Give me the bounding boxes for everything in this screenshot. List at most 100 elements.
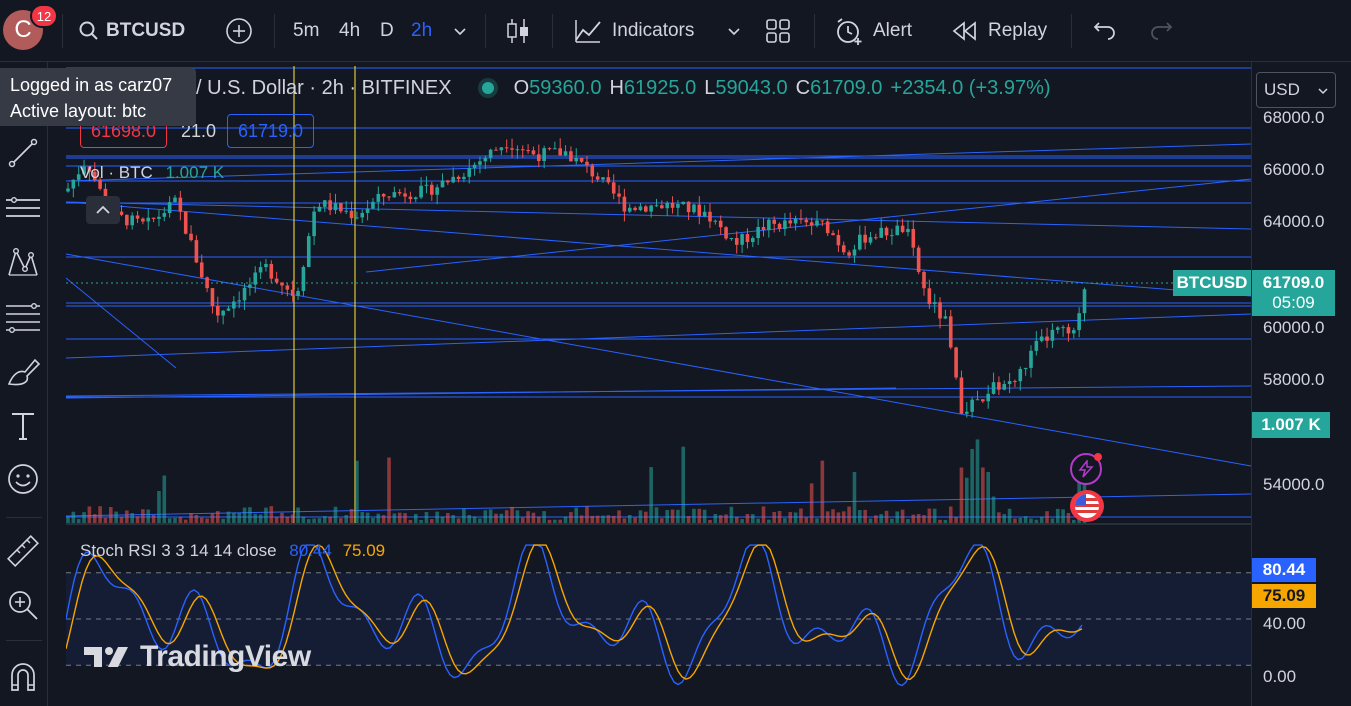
currency-label: USD <box>1264 80 1300 99</box>
candle-body <box>938 302 942 319</box>
axis-tick: 60000.0 <box>1263 318 1325 337</box>
chart-type-button[interactable] <box>505 0 531 62</box>
stoch-axis-tick: 40.00 <box>1263 614 1306 633</box>
axis-tick: 54000.0 <box>1263 475 1325 494</box>
volume-bar <box>494 513 498 524</box>
redo-button[interactable] <box>1149 0 1173 62</box>
candle-body <box>916 247 921 272</box>
volume-bar <box>199 517 204 524</box>
candle-body <box>558 148 562 156</box>
indicators-dropdown[interactable] <box>726 0 742 62</box>
volume-bar <box>478 518 482 524</box>
interval-d[interactable]: D <box>380 20 394 41</box>
brush-tool[interactable] <box>4 354 42 392</box>
volume-bar <box>98 506 102 524</box>
candle-body <box>574 157 579 162</box>
stoch-d-axis-label: 75.09 <box>1252 584 1316 608</box>
pattern-icon <box>8 248 38 276</box>
replay-button[interactable]: Replay <box>952 0 1047 62</box>
magnet-tool[interactable] <box>4 658 42 696</box>
templates-button[interactable] <box>765 0 791 62</box>
volume-bar <box>681 446 686 524</box>
fib-retracement-tool[interactable] <box>4 298 42 336</box>
trend-line-tool[interactable] <box>4 134 42 172</box>
candle-body <box>986 393 990 402</box>
candle-body <box>569 151 573 162</box>
interval-4h[interactable]: 4h <box>339 20 361 41</box>
fib-icon <box>6 303 40 334</box>
volume-bar <box>954 517 958 524</box>
candle-body <box>1050 329 1055 341</box>
volume-bar <box>189 513 193 524</box>
symbol-search-button[interactable]: BTCUSD <box>78 0 185 62</box>
interval-5m[interactable]: 5m <box>293 20 320 41</box>
candle-body <box>264 263 268 268</box>
buy-button[interactable]: 61719.0 <box>227 114 315 148</box>
candle-body <box>686 201 691 213</box>
candle-body <box>606 177 611 183</box>
candle-body <box>130 215 134 226</box>
market-open-indicator <box>481 81 494 94</box>
emoji-tool[interactable] <box>4 460 42 498</box>
volume-bar <box>526 511 530 524</box>
undo-icon <box>1093 22 1115 40</box>
candle-body <box>499 147 504 151</box>
volume-bar <box>408 519 413 524</box>
volume-bar <box>205 518 209 524</box>
volume-bar <box>767 519 771 524</box>
interval-2h[interactable]: 2h <box>411 20 433 41</box>
price-chart[interactable] <box>66 66 1251 706</box>
volume-legend[interactable]: Vol · BTC 1.007 K <box>80 163 224 183</box>
candle-body <box>981 399 985 402</box>
undo-button[interactable] <box>1093 0 1117 62</box>
volume-bar <box>531 512 536 524</box>
text-tool[interactable] <box>4 407 42 445</box>
zoom-in-tool[interactable] <box>4 586 42 624</box>
volume-bar <box>162 475 167 524</box>
volume-bar <box>183 519 188 524</box>
pattern-tool[interactable] <box>4 244 42 282</box>
interval-dropdown[interactable] <box>452 0 468 62</box>
candle-body <box>173 197 177 203</box>
volume-bar <box>665 510 669 524</box>
volume-bar <box>991 496 996 524</box>
indicators-button[interactable]: Indicators <box>574 0 694 62</box>
volume-bar <box>831 509 835 524</box>
chevron-down-icon <box>1318 88 1328 95</box>
volume-bar <box>312 518 316 524</box>
stoch-axis-tick: 0.00 <box>1263 667 1297 686</box>
candle-body <box>911 228 916 248</box>
stoch-rsi-legend[interactable]: Stoch RSI 3 3 14 14 close 80.44 75.09 <box>80 541 385 561</box>
volume-bar <box>424 512 429 524</box>
volume-bar <box>499 513 504 524</box>
volume-bar <box>654 507 659 524</box>
volume-bar <box>274 517 279 524</box>
currency-select[interactable]: USD <box>1256 72 1336 108</box>
volume-bar <box>114 511 118 524</box>
candle-body <box>815 220 819 226</box>
candle-body <box>852 249 857 256</box>
measure-tool[interactable] <box>4 532 42 570</box>
volume-bar <box>734 516 739 524</box>
bar-countdown: 05:09 <box>1272 293 1315 312</box>
candle-body <box>943 316 948 319</box>
volume-bar <box>906 519 910 524</box>
economic-event-marker[interactable] <box>1070 490 1104 522</box>
volume-bar <box>381 515 386 524</box>
candle-body <box>1023 367 1028 369</box>
candle-body <box>71 179 76 189</box>
event-marker[interactable] <box>1070 453 1102 485</box>
toolbar-divider <box>274 14 275 48</box>
candle-body <box>515 149 520 151</box>
volume-bar <box>504 510 509 524</box>
candle-body <box>205 277 209 289</box>
volume-bar <box>756 518 760 524</box>
high-key: H <box>609 77 624 99</box>
volume-bar <box>670 509 675 524</box>
ruler-icon <box>7 535 39 567</box>
replay-label: Replay <box>988 20 1048 41</box>
collapse-legend-button[interactable] <box>86 196 120 224</box>
horizontal-lines-tool[interactable] <box>4 190 42 228</box>
alert-button[interactable]: Alert <box>834 0 912 62</box>
compare-symbol-button[interactable] <box>224 0 254 62</box>
